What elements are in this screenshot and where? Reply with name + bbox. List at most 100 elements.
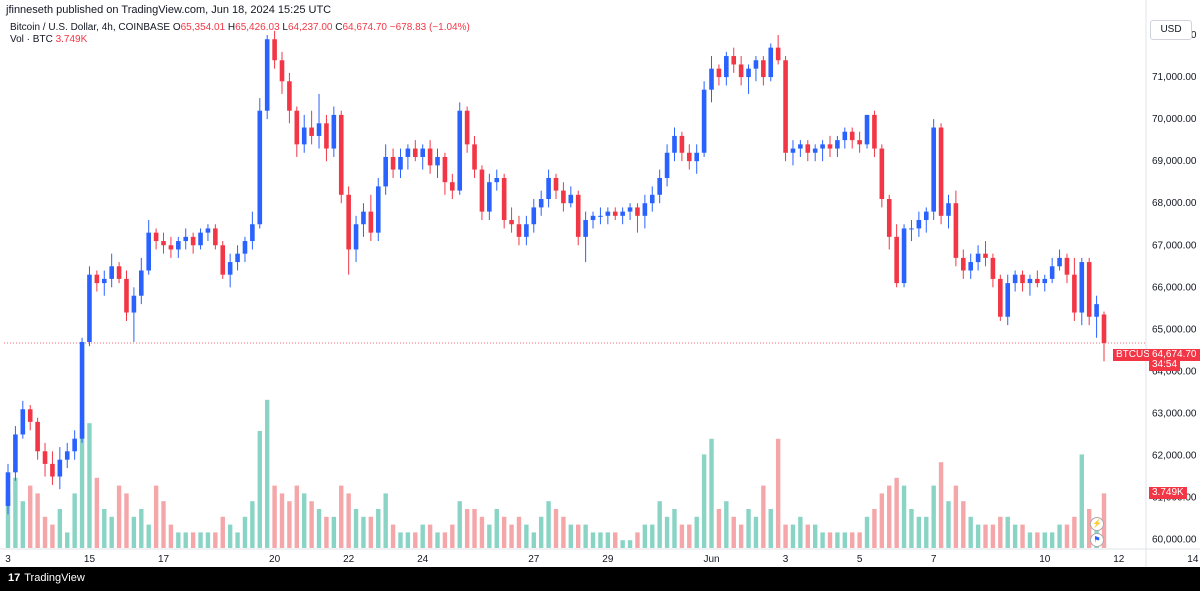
footer-bar: 17 TradingView [0, 567, 1200, 591]
close-value: 64,674.70 [342, 22, 388, 33]
candle-body [361, 211, 366, 225]
x-tick-label: 20 [269, 554, 281, 565]
volume-bar [324, 516, 329, 548]
candle-body [412, 148, 418, 157]
candle-body [746, 68, 751, 78]
candle-body [235, 253, 240, 263]
symbol-title: Bitcoin / U.S. Dollar, 4h, COINBASE [10, 22, 171, 33]
volume-bar [94, 477, 100, 548]
volume-bar [1101, 493, 1107, 548]
volume-bar [405, 532, 411, 548]
x-tick-label: 24 [417, 554, 429, 565]
high-label: H [227, 22, 236, 33]
candle-body [146, 232, 152, 271]
x-tick-label: 15 [84, 554, 96, 565]
candle-body [649, 194, 655, 204]
volume-bar [568, 524, 574, 548]
volume-bar [57, 509, 63, 548]
volume-bar [161, 501, 166, 548]
candle-body [161, 241, 166, 246]
candle-body [35, 421, 40, 452]
candle-body [509, 220, 514, 225]
candle-body [790, 148, 796, 153]
currency-button[interactable]: USD [1150, 20, 1192, 40]
candle-body [724, 56, 729, 78]
y-tick-label: 70,000.00 [1152, 114, 1197, 125]
candle-body [709, 68, 714, 90]
volume-bar [753, 516, 759, 548]
volume-bar [131, 516, 137, 548]
candle-body [753, 60, 759, 69]
volume-bar [205, 532, 211, 548]
volume-bar [842, 532, 848, 548]
volume-bar [35, 493, 40, 548]
volume-bar [775, 438, 781, 548]
x-tick-label: Jun [703, 554, 719, 565]
candle-body [931, 127, 936, 212]
candle-body [272, 39, 277, 61]
volume-bar [257, 431, 262, 548]
volume-bar [109, 516, 114, 548]
volume-bar [516, 516, 522, 548]
candle-body [849, 131, 855, 141]
candle-body [583, 220, 588, 237]
candle-body [812, 148, 818, 153]
candle-body [1005, 283, 1011, 317]
volume-bar [924, 516, 929, 548]
candle-body [605, 211, 611, 216]
candle-body [1035, 278, 1040, 284]
volume-bar [176, 532, 181, 548]
candle-body [324, 123, 329, 149]
low-value: 64,237.00 [287, 22, 333, 33]
volume-bar [376, 509, 381, 548]
candle-body [183, 236, 189, 242]
candle-body [516, 224, 522, 237]
candle-body [383, 156, 388, 187]
candle-body [872, 114, 877, 149]
volume-bar [353, 509, 359, 548]
y-tick-label: 65,000.00 [1152, 324, 1197, 335]
volume-bar [316, 509, 322, 548]
candle-body [842, 131, 848, 141]
volume-bar [1049, 532, 1055, 548]
candle-body [427, 148, 433, 166]
volume-bar [20, 501, 26, 548]
volume-bar [561, 516, 566, 548]
volume-bar [413, 532, 418, 548]
candle-body [946, 203, 951, 216]
y-tick-label: 69,000.00 [1152, 156, 1197, 167]
volume-bar [1079, 454, 1084, 548]
candle-body [524, 224, 529, 237]
flag-icon[interactable]: ⚑ [1090, 533, 1104, 547]
volume-bar [694, 516, 699, 548]
tradingview-logo[interactable]: 17 TradingView [8, 572, 85, 584]
volume-bar [524, 524, 529, 548]
volume-bar [790, 524, 796, 548]
volume-bar [264, 399, 270, 548]
candle-body [5, 472, 11, 506]
candle-body [553, 177, 559, 191]
candle-body [190, 236, 196, 246]
volume-bar [442, 532, 448, 548]
candle-body [598, 215, 603, 217]
candle-body [627, 207, 633, 212]
volume-bar [183, 532, 188, 548]
volume-bar [102, 509, 107, 548]
volume-bar [124, 493, 129, 548]
volume-bar [946, 501, 951, 548]
candle-body [1072, 274, 1077, 313]
candle-body [116, 266, 122, 279]
candle-body [494, 177, 500, 183]
lightning-icon[interactable]: ⚡ [1090, 517, 1104, 531]
volume-bar [302, 493, 307, 548]
candle-body [287, 81, 292, 111]
candle-body [479, 169, 485, 212]
candle-body [1020, 274, 1025, 284]
volume-bar [798, 516, 803, 548]
candle-body [990, 257, 996, 279]
volume-bar [968, 516, 973, 548]
volume-bar [916, 516, 922, 548]
volume-tag: 3.749K [1149, 487, 1187, 499]
candle-body [13, 434, 18, 473]
